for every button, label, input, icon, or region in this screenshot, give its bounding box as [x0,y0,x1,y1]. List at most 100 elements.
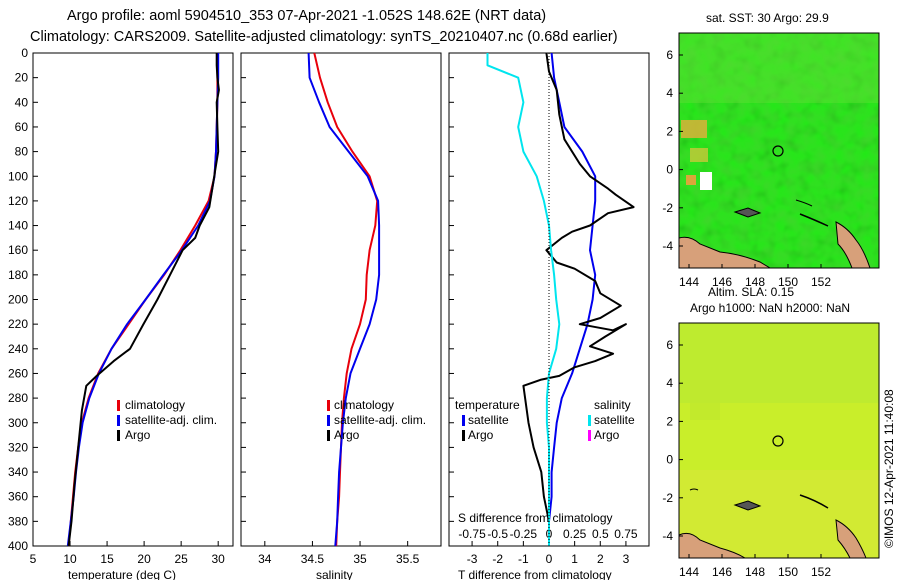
map-x-tick-label: 148 [745,275,765,289]
legend-label-satellite: satellite-adj. clim. [334,413,426,427]
series-line-climatology [313,52,379,547]
x-tick-label: -1 [518,552,529,566]
sla-argo-location-marker [772,435,784,447]
legend-label-argo: Argo [334,428,360,442]
depth-tick-label: 380 [8,514,28,528]
sst-map-axes: 6 4 2 0 -2 -4 144 146 148 150 152 [662,48,831,289]
legend-swatch-climatology [327,400,330,411]
sst-map [678,32,880,269]
legend-swatch-satellite [588,415,591,426]
x-tick-label: 15 [100,552,114,566]
depth-tick-label: 280 [8,391,28,405]
legend-swatch-satellite [462,415,465,426]
map-y-tick-label: 6 [666,48,673,62]
sla-map-axes: 6 4 2 0 -2 -4 144 146 148 150 152 [662,338,831,579]
depth-tick-label: 220 [8,317,28,331]
x-tick-label: 1 [571,552,578,566]
depth-tick-label: 400 [8,539,28,553]
x-tick-label: 10 [63,552,77,566]
legend-swatch-argo [117,430,120,441]
depth-tick-label: 200 [8,293,28,307]
depth-tick-label: 320 [8,440,28,454]
map-y-tick-label: 0 [666,453,673,467]
series-line-satellite-t [548,52,597,546]
temperature-x-axis: 5 10 15 20 25 30 [30,541,225,566]
header-title-1: Argo profile: aoml 5904510_353 07-Apr-20… [67,8,546,24]
depth-tick-label: 80 [15,145,29,159]
s-diff-tick-label: -0.5 [487,527,508,541]
header-title-2: Climatology: CARS2009. Satellite-adjuste… [30,29,618,45]
legend-label-satellite: satellite [468,413,509,427]
t-difference-x-axis: -3 -2 -1 0 1 2 3 [467,541,630,566]
s-diff-tick-label: -0.75 [458,527,486,541]
depth-tick-label: 0 [21,46,28,60]
x-tick-label: 5 [30,552,37,566]
salinity-series [307,52,381,547]
map-y-tick-label: 0 [666,163,673,177]
map-y-tick-label: -4 [662,529,673,543]
s-diff-tick-label: 0.5 [592,527,609,541]
map-x-tick-label: 148 [745,565,765,579]
sla-map-title-2: Argo h1000: NaN h2000: NaN [690,301,850,315]
legend-swatch-argo [588,430,591,441]
legend-label-argo: Argo [468,428,494,442]
map-y-tick-label: 2 [666,414,673,428]
t-difference-axis-label: T difference from climatology [458,568,612,580]
x-tick-label: -3 [467,552,478,566]
x-tick-label: 34 [258,552,272,566]
legend-title-salinity: salinity [594,398,631,412]
depth-tick-label: 340 [8,465,28,479]
sla-map-title-1: Altim. SLA: 0.15 [708,285,794,299]
map-x-tick-label: 152 [811,565,831,579]
map-x-tick-label: 146 [712,565,732,579]
s-difference-x-axis: -0.75-0.5-0.2500.250.50.75 [458,527,638,541]
x-tick-label: 25 [174,552,188,566]
sst-map-title: sat. SST: 30 Argo: 29.9 [706,11,829,25]
depth-tick-label: 240 [8,342,28,356]
map-x-tick-label: 150 [778,565,798,579]
map-x-tick-label: 144 [679,565,699,579]
map-x-tick-label: 144 [679,275,699,289]
legend-swatch-climatology [117,400,120,411]
legend-swatch-satellite [117,415,120,426]
s-diff-tick-label: 0.25 [563,527,587,541]
temperature-legend: climatology satellite-adj. clim. Argo [117,398,217,442]
depth-tick-label: 300 [8,416,28,430]
salinity-x-axis: 34 34.5 35 35.5 [258,541,420,566]
salinity-axis-label: salinity [316,568,353,580]
map-y-tick-label: 4 [666,86,673,100]
legend-swatch-argo [327,430,330,441]
salinity-legend: climatology satellite-adj. clim. Argo [327,398,426,442]
series-line-argo [67,53,220,547]
depth-tick-label: 40 [15,95,29,109]
map-y-tick-label: 4 [666,376,673,390]
depth-tick-label: 20 [15,71,29,85]
map-y-tick-label: -4 [662,239,673,253]
series-line-argo-t [522,52,635,546]
legend-label-climatology: climatology [334,398,394,412]
imos-credit: ©IMOS 12-Apr-2021 11:40:08 [882,389,896,548]
temperature-series [66,53,220,547]
series-line-climatology [67,53,219,547]
map-x-tick-label: 150 [778,275,798,289]
x-tick-label: 34.5 [301,552,325,566]
depth-tick-label: 60 [15,120,29,134]
sst-argo-location-marker [772,145,784,157]
legend-label-argo: Argo [125,428,151,442]
depth-tick-label: 140 [8,219,28,233]
map-x-tick-label: 152 [811,275,831,289]
temperature-plot-frame [32,52,234,547]
map-y-tick-label: -2 [662,491,673,505]
depth-tick-label: 120 [8,194,28,208]
t-difference-legend: temperature satellite Argo [455,398,520,442]
depth-tick-label: 180 [8,268,28,282]
s-diff-tick-label: 0.75 [614,527,638,541]
series-line-satellite-adj-clim- [66,53,220,547]
legend-swatch-argo [462,430,465,441]
x-tick-label: 3 [623,552,630,566]
x-tick-label: 20 [137,552,151,566]
legend-label-satellite: satellite [594,413,635,427]
difference-series [486,52,635,546]
map-y-tick-label: -2 [662,201,673,215]
legend-label-satellite: satellite-adj. clim. [125,413,217,427]
